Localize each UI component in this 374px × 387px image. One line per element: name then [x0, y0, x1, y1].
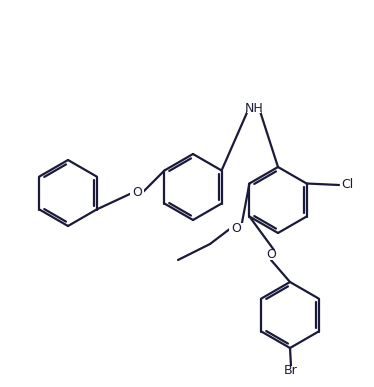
FancyBboxPatch shape	[340, 180, 354, 190]
FancyBboxPatch shape	[247, 103, 261, 113]
FancyBboxPatch shape	[130, 188, 144, 198]
FancyBboxPatch shape	[284, 366, 298, 376]
Text: O: O	[231, 221, 241, 235]
Text: O: O	[132, 187, 142, 200]
FancyBboxPatch shape	[229, 223, 243, 233]
FancyBboxPatch shape	[264, 250, 278, 260]
Text: Br: Br	[284, 365, 298, 377]
Text: NH: NH	[245, 101, 263, 115]
Text: Cl: Cl	[341, 178, 353, 192]
Text: O: O	[266, 248, 276, 262]
